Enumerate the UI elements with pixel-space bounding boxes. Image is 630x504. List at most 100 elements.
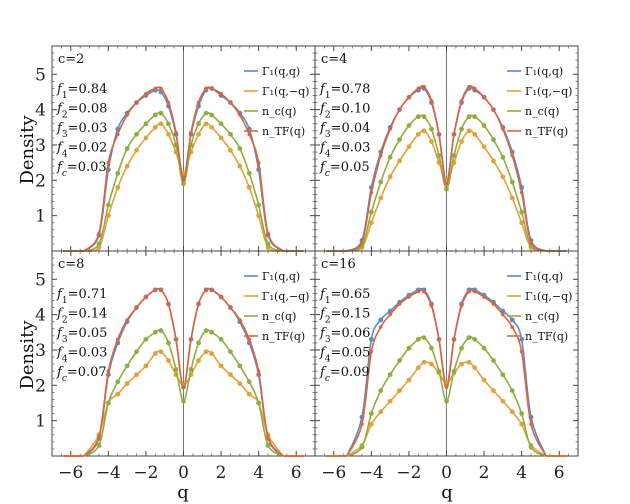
data-point [228,147,233,153]
data-point [196,302,201,306]
data-point [209,112,215,118]
data-point [166,302,171,306]
x-axis-title-right: q [441,482,453,503]
data-point [256,369,261,373]
data-point [368,421,374,427]
data-point [415,131,421,137]
x-tick-label: −2 [396,463,421,483]
data-point [166,358,171,363]
fraction-annotation: f3=0.06 [319,326,370,345]
panel-label: c=8 [58,257,84,272]
data-point [437,132,441,137]
data-point [209,351,215,356]
data-point [246,184,252,190]
data-point [378,195,384,201]
fraction-annotation: f4=0.05 [319,346,370,365]
x-tick-label: 0 [441,463,452,483]
data-point [115,184,121,190]
data-point [360,422,364,426]
data-point [143,135,149,141]
data-point [219,295,223,299]
data-point [256,202,262,208]
legend-label: n_c(q) [262,105,296,118]
data-point [96,241,102,247]
fraction-annotation: f2=0.08 [56,102,107,121]
legend-label: n_TF(q) [525,330,568,343]
data-point [437,337,441,342]
data-point [459,361,464,367]
data-point [228,372,233,378]
data-point [153,86,158,91]
data-point [429,361,434,367]
data-point [368,411,374,416]
data-point [491,107,496,112]
data-point [387,174,393,180]
data-point [266,434,270,439]
data-point [158,110,164,116]
data-point [158,121,164,127]
data-point [134,349,139,355]
data-point [509,179,515,185]
data-point [196,131,201,137]
data-point [481,345,487,351]
data-point [459,303,464,308]
data-point [397,107,402,112]
data-point [247,132,252,137]
y-axis-title-bottom: Density [17,320,38,390]
fraction-annotation: fc=0.07 [56,365,107,384]
fraction-annotation: f3=0.04 [319,121,370,140]
data-point [237,146,243,151]
data-point [203,349,209,355]
data-point [415,336,421,342]
data-point [501,312,505,317]
y-tick-label: 4 [35,101,46,121]
y-axis-title-top: Density [17,115,38,185]
x-tick-label: −4 [96,463,121,483]
data-point [452,132,456,137]
data-point [124,163,130,169]
data-point [209,124,215,130]
data-point [188,367,194,372]
data-point [105,400,111,406]
data-point [519,209,525,215]
data-point [472,336,478,342]
data-point [519,421,525,427]
data-point [529,240,533,244]
x-tick-label: 2 [479,463,490,483]
data-point [451,368,457,374]
data-point [387,154,393,160]
data-point [378,325,383,329]
fraction-annotation: f1=0.65 [319,287,370,306]
data-point [189,337,193,342]
data-point [196,100,201,105]
data-point [421,128,427,134]
y-tick-label: 1 [35,207,46,227]
data-point [159,86,163,91]
legend-label: Γ₁(q,−q) [262,290,309,303]
data-point [429,345,434,351]
data-point [106,369,111,373]
data-point [421,114,427,120]
data-point [387,398,393,404]
data-point [181,398,186,404]
data-point [143,363,149,369]
data-point [189,130,193,135]
data-point [256,213,262,219]
data-point [459,98,464,103]
data-point [416,86,421,91]
legend-label: Γ₁(q,q) [262,65,300,78]
x-tick-label: −4 [359,463,384,483]
data-point [481,144,487,150]
data-point [444,398,449,404]
data-point [115,337,120,342]
data-point [237,381,243,386]
legend-label: n_TF(q) [262,125,305,138]
fraction-annotation: f1=0.71 [56,287,107,306]
x-tick-label: 4 [516,463,527,483]
data-point [166,340,171,346]
y-tick-label: 5 [35,65,46,85]
y-tick-label: 2 [35,171,46,191]
data-point [421,359,427,365]
panel-label: c=4 [321,52,347,67]
data-point [459,345,464,351]
